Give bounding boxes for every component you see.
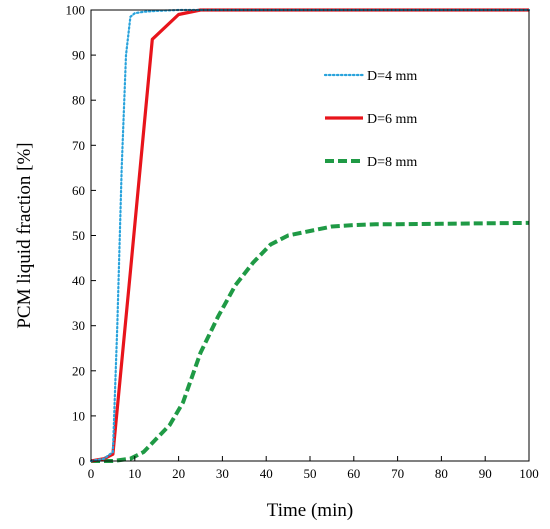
y-tick-label-2: 20	[72, 363, 85, 378]
x-tick-label-6: 60	[347, 466, 360, 481]
y-tick-label-4: 40	[72, 273, 85, 288]
legend-label-2: D=8 mm	[367, 155, 417, 170]
x-tick-label-0: 0	[88, 466, 95, 481]
y-axis-title: PCM liquid fraction [%]	[14, 142, 35, 328]
x-axis-title: Time (min)	[267, 500, 353, 521]
x-tick-label-10: 100	[519, 466, 539, 481]
x-tick-label-5: 50	[304, 466, 317, 481]
x-tick-label-7: 70	[391, 466, 404, 481]
y-tick-label-10: 100	[66, 3, 86, 18]
x-tick-label-1: 10	[128, 466, 141, 481]
y-tick-label-0: 0	[79, 454, 86, 469]
y-tick-label-5: 50	[72, 228, 85, 243]
y-tick-label-7: 70	[72, 138, 85, 153]
plot-frame	[90, 9, 530, 462]
x-tick-label-3: 30	[216, 466, 229, 481]
legend-label-1: D=6 mm	[367, 112, 417, 127]
y-tick-label-3: 30	[72, 318, 85, 333]
x-axis-ticks: 0 10 20 30 40 50 60 70 80 90 100	[88, 456, 539, 481]
series-line-d-8-mm	[91, 220, 530, 463]
y-tick-label-6: 60	[72, 183, 85, 198]
y-tick-label-9: 90	[72, 48, 85, 63]
legend-label-0: D=4 mm	[367, 69, 417, 84]
x-tick-label-9: 90	[479, 466, 492, 481]
y-tick-label-1: 10	[72, 408, 85, 423]
legend: D=4 mm D=6 mm D=8 mm	[323, 69, 417, 170]
y-tick-label-8: 80	[72, 93, 85, 108]
series-line-d-6-mm	[90, 8, 529, 463]
series-line-d-4-mm	[89, 8, 531, 463]
x-tick-label-8: 80	[435, 466, 448, 481]
y-axis-ticks: 0 10 20 30 40 50 60 70 80 90 100	[66, 3, 96, 469]
x-tick-label-4: 40	[260, 466, 273, 481]
x-tick-label-2: 20	[172, 466, 185, 481]
series-layer	[89, 8, 531, 463]
